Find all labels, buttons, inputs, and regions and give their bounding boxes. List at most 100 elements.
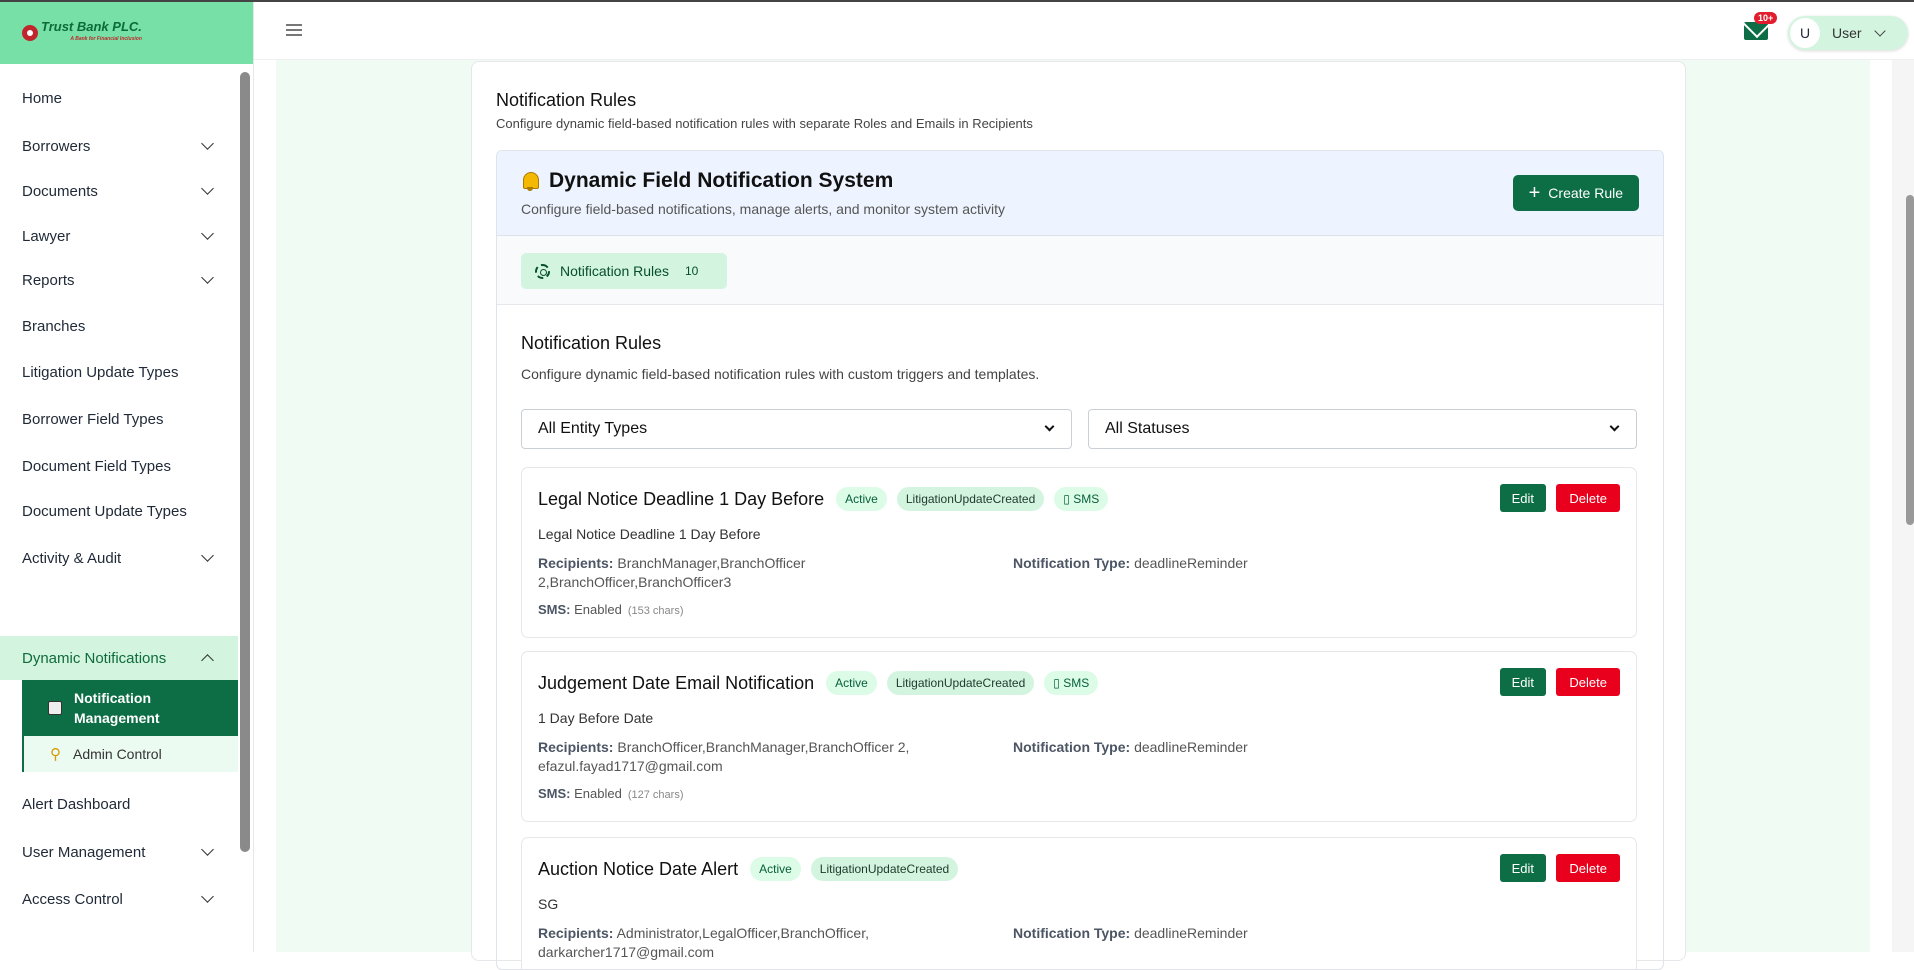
type-label: Notification Type: [1013, 925, 1131, 941]
sidebar-item-documents[interactable]: Documents [0, 169, 238, 213]
top-bar: 10+ U User [254, 2, 1914, 60]
grid-icon [48, 701, 62, 715]
rule-card: Judgement Date Email Notification Active… [521, 651, 1637, 822]
sidebar-scrollbar[interactable] [240, 72, 250, 852]
sidebar-item-alert-dashboard[interactable]: Alert Dashboard [0, 782, 238, 826]
sms-label: SMS: [538, 786, 571, 801]
rule-sms: SMS: Enabled (127 chars) [538, 785, 1620, 804]
sidebar-item-label: Document Update Types [22, 502, 187, 520]
chevron-down-icon [201, 271, 214, 284]
sidebar-item-access-control[interactable]: Access Control [0, 877, 238, 921]
recipients-label: Recipients: [538, 925, 614, 941]
sidebar-item-label: User Management [22, 843, 146, 861]
chevron-down-icon [201, 549, 214, 562]
tab-notification-rules[interactable]: Notification Rules 10 [521, 253, 727, 289]
sidebar-item-dynamic-notifications[interactable]: Dynamic Notifications [0, 636, 238, 680]
rule-name: Auction Notice Date Alert [538, 858, 739, 879]
section-subtitle: Configure dynamic field-based notificati… [521, 366, 1040, 382]
channel-badge: ▯ SMS [1054, 487, 1109, 511]
brand-name: Trust Bank PLC. [41, 19, 142, 34]
rule-name: Judgement Date Email Notification [538, 672, 815, 693]
event-badge: LitigationUpdateCreated [810, 857, 959, 881]
type-value: deadlineReminder [1134, 925, 1248, 941]
status-badge: Active [836, 487, 887, 511]
sidebar-nav: Home Borrowers Documents Lawyer Reports Branc… [0, 64, 253, 952]
sidebar-subitem-label: Notification Management [74, 690, 160, 726]
recipients-value: BranchManager,BranchOfficer 2,BranchOffi… [538, 555, 806, 590]
status-value: All Statuses [1105, 420, 1190, 437]
chevron-down-icon [1609, 421, 1620, 432]
sidebar-item-borrowers[interactable]: Borrowers [0, 124, 238, 168]
sidebar-item-activity-audit[interactable]: Activity & Audit [0, 536, 238, 580]
chevron-down-icon [201, 890, 214, 903]
chevron-down-icon [1044, 421, 1055, 432]
rule-name: Legal Notice Deadline 1 Day Before [538, 488, 825, 509]
rule-type: Notification Type: deadlineReminder [1013, 924, 1248, 943]
sidebar-item-user-management[interactable]: User Management [0, 830, 238, 874]
create-rule-button[interactable]: + Create Rule [1512, 175, 1639, 211]
sms-label: SMS: [538, 602, 571, 617]
chevron-down-icon [201, 227, 214, 240]
rule-card: Auction Notice Date Alert Active Litigat… [521, 837, 1637, 969]
edit-button[interactable]: Edit [1499, 484, 1546, 512]
avatar: U [1790, 18, 1820, 48]
create-rule-label: Create Rule [1548, 185, 1623, 201]
sidebar-item-label: Reports [22, 271, 75, 289]
rule-recipients: Recipients: BranchManager,BranchOfficer … [538, 554, 1013, 592]
sidebar-item-label: Lawyer [22, 227, 71, 245]
type-value: deadlineReminder [1134, 555, 1248, 571]
sidebar-item-branches[interactable]: Branches [0, 304, 238, 348]
sms-value: Enabled [574, 602, 622, 617]
sidebar-item-label: Access Control [22, 890, 123, 908]
sidebar-item-label: Dynamic Notifications [22, 649, 167, 667]
sidebar-item-reports[interactable]: Reports [0, 258, 238, 302]
sms-chars: (153 chars) [627, 605, 684, 617]
tab-label: Notification Rules [560, 263, 669, 279]
sidebar-item-label: Litigation Update Types [22, 363, 179, 381]
channel-badge: ▯ SMS [1044, 671, 1099, 695]
sidebar-item-lawyer[interactable]: Lawyer [0, 214, 238, 258]
sidebar-item-label: Documents [22, 182, 98, 200]
edit-button[interactable]: Edit [1499, 668, 1546, 696]
key-icon: ⚲ [50, 746, 61, 763]
sidebar-item-notification-management[interactable]: Notification Management [22, 680, 238, 736]
sidebar-item-label: Home [22, 89, 63, 107]
recipients-label: Recipients: [538, 555, 614, 571]
sidebar-item-label: Borrowers [22, 137, 91, 155]
sidebar-item-borrower-field-types[interactable]: Borrower Field Types [0, 397, 238, 441]
page-subtitle: Configure dynamic field-based notificati… [496, 116, 1033, 131]
sidebar-item-label: Alert Dashboard [22, 795, 131, 813]
delete-button[interactable]: Delete [1556, 854, 1620, 882]
delete-button[interactable]: Delete [1556, 668, 1620, 696]
mail-icon[interactable] [1744, 22, 1768, 40]
status-select[interactable]: All Statuses [1088, 409, 1637, 449]
page-scrollbar-thumb[interactable] [1906, 195, 1914, 525]
window-top-border [0, 0, 1914, 2]
edit-button[interactable]: Edit [1499, 854, 1546, 882]
chevron-up-icon [201, 653, 214, 667]
delete-button[interactable]: Delete [1556, 484, 1620, 512]
sidebar-item-litigation-update-types[interactable]: Litigation Update Types [0, 350, 238, 394]
recipients-label: Recipients: [538, 739, 614, 755]
rule-card: Legal Notice Deadline 1 Day Before Activ… [521, 467, 1637, 638]
event-badge: LitigationUpdateCreated [896, 487, 1045, 511]
sidebar-item-label: Branches [22, 317, 86, 335]
rule-sms: SMS: Enabled (153 chars) [538, 601, 1620, 620]
sidebar-item-label: Activity & Audit [22, 549, 122, 567]
sidebar-item-document-update-types[interactable]: Document Update Types [0, 489, 238, 533]
logo[interactable]: Trust Bank PLC. A Bank for Financial Incl… [0, 2, 253, 64]
recipients-value: BranchOfficer,BranchManager,BranchOffice… [538, 739, 910, 774]
sms-value: Enabled [574, 786, 622, 801]
entity-type-select[interactable]: All Entity Types [521, 409, 1072, 449]
plus-icon: + [1528, 182, 1541, 204]
panel-subtitle: Configure field-based notifications, man… [521, 201, 1006, 217]
rule-description: 1 Day Before Date [538, 710, 654, 726]
menu-toggle-icon[interactable] [286, 24, 302, 36]
tab-bar: Notification Rules 10 [497, 236, 1663, 305]
rule-type: Notification Type: deadlineReminder [1013, 738, 1248, 757]
sidebar-item-home[interactable]: Home [0, 76, 238, 120]
user-menu-button[interactable]: U User [1788, 16, 1908, 50]
sidebar-item-document-field-types[interactable]: Document Field Types [0, 444, 238, 488]
sidebar-item-admin-control[interactable]: ⚲ Admin Control [22, 736, 238, 772]
type-label: Notification Type: [1013, 739, 1131, 755]
